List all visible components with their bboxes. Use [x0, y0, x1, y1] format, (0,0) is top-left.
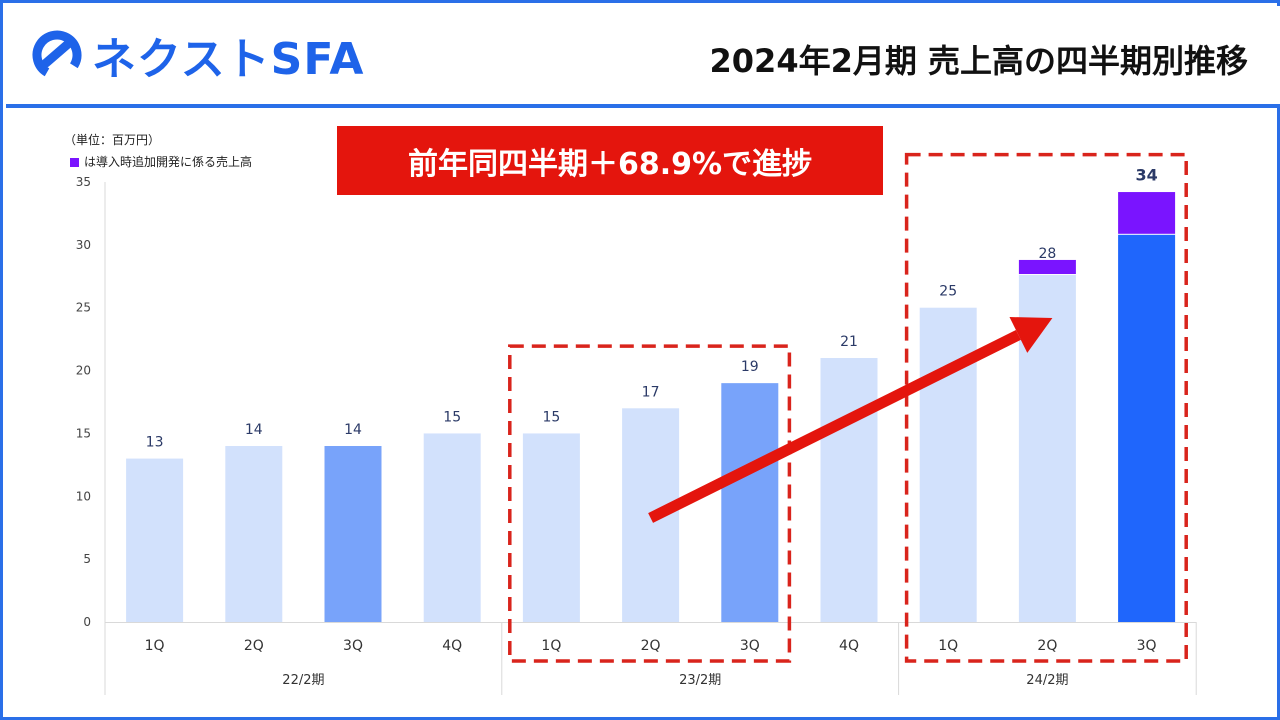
data-label: 25	[939, 284, 957, 300]
x-tick-label: 1Q	[145, 638, 165, 654]
header: ネクストSFA 2024年2月期 売上高の四半期別推移	[6, 6, 1280, 108]
bar-base	[522, 433, 580, 622]
logo-text: ネクストSFA	[92, 34, 365, 85]
bar-base	[126, 458, 184, 622]
x-tick-label: 4Q	[442, 638, 462, 654]
page-title: 2024年2月期 売上高の四半期別推移	[709, 42, 1248, 80]
y-tick-label: 15	[76, 426, 91, 440]
y-tick-label: 5	[83, 552, 91, 566]
growth-banner: 前年同四半期＋68.9%で進捗	[337, 126, 883, 195]
trend-arrow-shaft	[648, 330, 1021, 523]
y-tick-label: 10	[76, 489, 91, 503]
legend-label: は導入時追加開発に係る売上高	[84, 155, 253, 169]
group-label: 24/2期	[1026, 673, 1068, 688]
unit-note: （単位：百万円）	[64, 133, 161, 147]
x-tick-label: 2Q	[244, 638, 264, 654]
x-tick-label: 3Q	[740, 638, 760, 654]
highlight-box	[508, 344, 792, 663]
data-label: 15	[443, 409, 461, 425]
bar-extra-dev	[1118, 192, 1176, 234]
data-label: 21	[840, 334, 858, 350]
y-tick-label: 30	[76, 238, 91, 252]
data-label: 19	[741, 359, 759, 375]
bar-base	[225, 446, 283, 622]
brand-logo: ネクストSFA	[32, 24, 364, 86]
data-label: 17	[642, 384, 660, 400]
bar-extra-dev	[1018, 259, 1076, 275]
group-label: 23/2期	[679, 673, 721, 688]
x-tick-label: 1Q	[541, 638, 561, 654]
data-label: 28	[1038, 246, 1056, 262]
group-label: 22/2期	[282, 673, 324, 688]
legend-swatch	[70, 158, 79, 167]
trend-arrow-head	[1009, 317, 1053, 353]
x-tick-label: 2Q	[641, 638, 661, 654]
x-tick-label: 4Q	[839, 638, 859, 654]
x-tick-label: 3Q	[1137, 638, 1157, 654]
y-tick-label: 20	[76, 364, 91, 378]
bar-base	[324, 446, 382, 622]
logo-icon	[32, 30, 82, 80]
x-tick-label: 3Q	[343, 638, 363, 654]
data-label: 14	[245, 422, 263, 438]
y-tick-label: 0	[83, 615, 91, 629]
y-tick-label: 25	[76, 301, 91, 315]
data-label: 15	[542, 409, 560, 425]
bar-base	[1118, 234, 1176, 623]
bar-base	[423, 433, 481, 622]
highlight-box	[904, 152, 1188, 663]
data-label: 13	[146, 435, 164, 451]
data-label: 14	[344, 422, 362, 438]
x-tick-label: 2Q	[1037, 638, 1057, 654]
bar-base	[721, 383, 779, 622]
y-tick-label: 35	[76, 175, 91, 189]
bar-base	[820, 358, 878, 622]
x-tick-label: 1Q	[938, 638, 958, 654]
data-label: 34	[1135, 166, 1157, 185]
legend: は導入時追加開発に係る売上高	[70, 153, 252, 170]
